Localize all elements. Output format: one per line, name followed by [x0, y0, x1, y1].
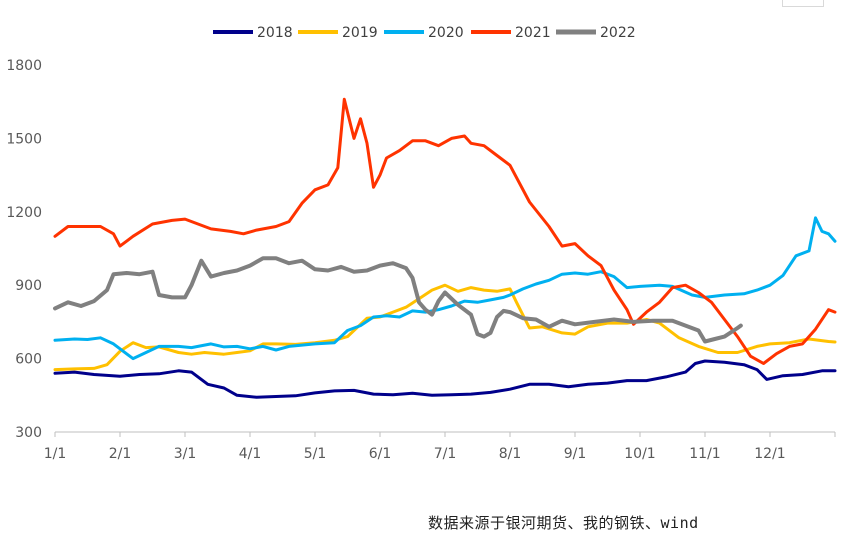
y-tick-label: 1200 [6, 205, 42, 221]
y-tick-label: 600 [15, 352, 42, 368]
x-tick-label: 5/1 [304, 446, 327, 462]
legend-label-2018: 2018 [257, 25, 293, 41]
series-line-2022 [53, 256, 743, 344]
x-tick-label: 8/1 [499, 446, 522, 462]
x-tick-label: 6/1 [369, 446, 392, 462]
y-axis: 300 600 900 1200 1500 1800 [6, 58, 42, 441]
legend-label-2020: 2020 [428, 25, 464, 41]
series-line-2018 [53, 359, 837, 399]
x-tick-label: 11/1 [689, 446, 720, 462]
x-tick-label: 3/1 [174, 446, 197, 462]
y-tick-label: 1800 [6, 58, 42, 74]
legend-label-2019: 2019 [342, 25, 378, 41]
x-tick-label: 2/1 [109, 446, 132, 462]
x-tick-label: 7/1 [434, 446, 457, 462]
legend-label-2022: 2022 [600, 25, 636, 41]
corner-frame [782, 0, 824, 7]
x-tick-label: 10/1 [624, 446, 655, 462]
y-tick-label: 1500 [6, 131, 42, 147]
legend: 2018 2019 2020 2021 2022 [213, 25, 636, 41]
legend-label-2021: 2021 [515, 25, 551, 41]
source-note: 数据来源于银河期货、我的钢铁、wind [428, 514, 699, 532]
y-tick-label: 900 [15, 278, 42, 294]
x-tick-label: 9/1 [564, 446, 587, 462]
x-axis: 1/1 2/1 3/1 4/1 5/1 6/1 7/1 8/1 9/1 10/1 11/1 12/1 [44, 431, 836, 462]
series-group [53, 97, 837, 399]
x-tick-label: 1/1 [44, 446, 67, 462]
series-line-2019 [53, 283, 837, 372]
series-line-2021 [53, 97, 837, 365]
x-tick-label: 4/1 [239, 446, 262, 462]
y-tick-label: 300 [15, 425, 42, 441]
x-tick-label: 12/1 [754, 446, 785, 462]
